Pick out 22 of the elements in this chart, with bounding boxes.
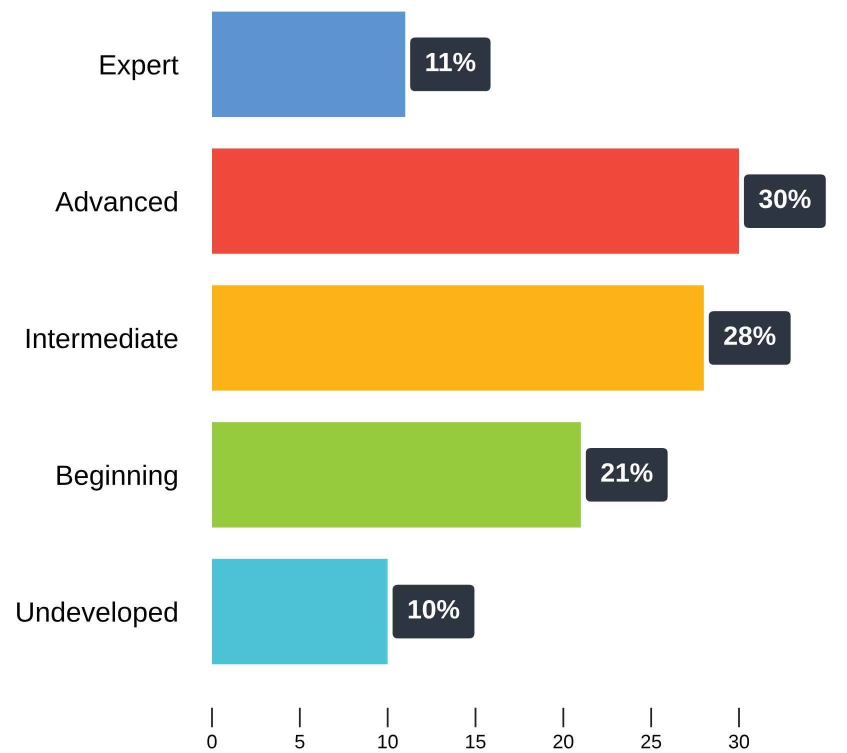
y-tick-label: Expert bbox=[100, 55, 178, 80]
x-tick-label: 0 bbox=[207, 734, 217, 748]
data-label: 11% bbox=[426, 52, 476, 72]
data-label: 10% bbox=[408, 600, 460, 619]
y-tick-label: Undeveloped bbox=[17, 602, 177, 628]
x-tick-label: 10 bbox=[378, 734, 398, 748]
bar bbox=[212, 12, 406, 117]
bar bbox=[212, 422, 581, 528]
x-tick-label: 15 bbox=[466, 734, 486, 748]
y-tick-label: Intermediate bbox=[26, 328, 178, 348]
data-label: 21% bbox=[601, 463, 652, 482]
x-tick-label: 30 bbox=[728, 734, 750, 748]
y-tick-label: Advanced bbox=[55, 191, 177, 212]
x-tick-label: 20 bbox=[554, 734, 574, 748]
bar bbox=[212, 148, 739, 254]
x-tick-label: 5 bbox=[295, 734, 304, 748]
data-label: 30% bbox=[759, 190, 811, 208]
x-tick-label: 25 bbox=[641, 734, 662, 748]
bar bbox=[212, 285, 704, 391]
y-tick-label: Beginning bbox=[57, 464, 177, 491]
bar bbox=[212, 558, 388, 664]
data-label: 28% bbox=[724, 326, 776, 346]
